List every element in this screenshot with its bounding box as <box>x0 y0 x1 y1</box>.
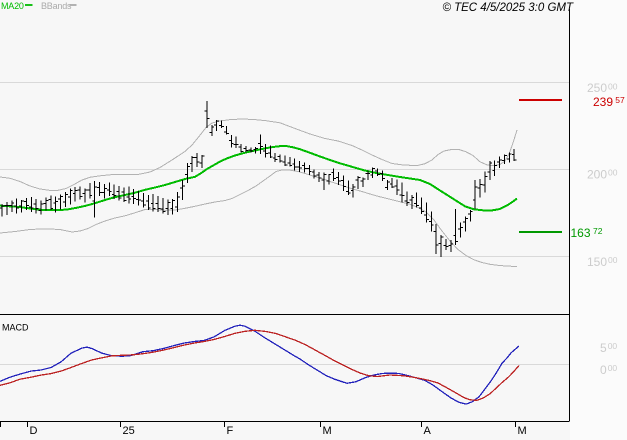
svg-text:M: M <box>518 425 527 437</box>
svg-text:© TEC 4/5/2025 3:0 GMT: © TEC 4/5/2025 3:0 GMT <box>442 2 574 14</box>
svg-text:D: D <box>30 425 38 437</box>
svg-text:A: A <box>424 425 432 437</box>
svg-text:MACD: MACD <box>2 323 29 333</box>
svg-text:BBands: BBands <box>41 1 72 11</box>
svg-text:MA20: MA20 <box>1 1 24 11</box>
svg-text:F: F <box>227 425 234 437</box>
svg-text:M: M <box>323 425 332 437</box>
svg-text:25: 25 <box>123 425 135 437</box>
